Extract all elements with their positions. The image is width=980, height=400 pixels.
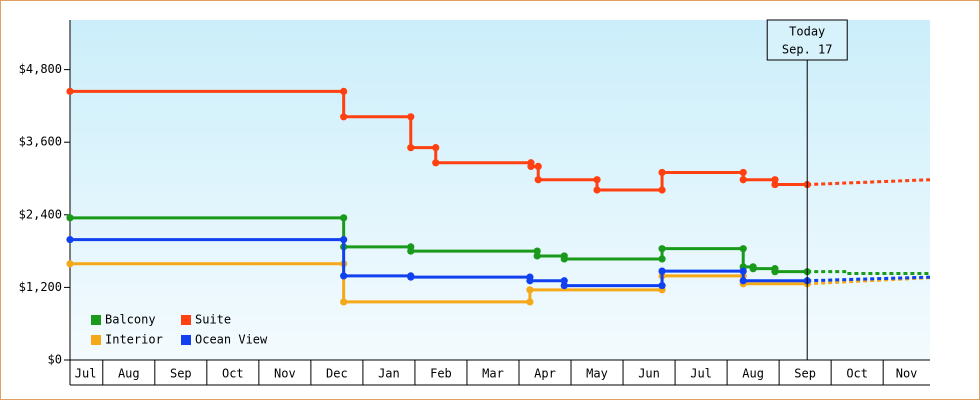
point — [534, 162, 542, 171]
point — [407, 273, 415, 281]
point — [66, 214, 74, 222]
point — [534, 176, 542, 184]
series-line — [70, 216, 808, 274]
x-tick-label: Jan — [378, 367, 400, 381]
today-label: Today — [789, 25, 825, 39]
today-label: Sep. 17 — [782, 43, 833, 57]
legend-label: Ocean View — [195, 333, 268, 347]
point — [771, 268, 779, 276]
point — [66, 260, 74, 268]
point — [340, 298, 348, 306]
point — [407, 144, 415, 152]
point — [658, 186, 666, 194]
point — [593, 176, 601, 184]
x-tick-label: Oct — [846, 367, 868, 381]
point — [526, 277, 534, 285]
today-box — [766, 19, 848, 61]
point — [658, 245, 666, 253]
y-tick-label: $2,400 — [19, 207, 62, 221]
point — [749, 265, 757, 273]
point — [432, 159, 440, 167]
point — [66, 236, 74, 244]
x-tick-label: Dec — [326, 367, 348, 381]
point — [340, 113, 348, 121]
point — [560, 255, 568, 263]
point — [526, 286, 534, 294]
point — [340, 236, 348, 244]
point — [432, 144, 440, 152]
x-tick-label: Apr — [534, 367, 556, 381]
x-tick-label: Nov — [896, 367, 918, 381]
y-tick-label: $3,600 — [19, 135, 62, 149]
x-tick-label: Aug — [742, 367, 764, 381]
legend-swatch — [91, 335, 101, 345]
point — [66, 87, 74, 95]
point — [526, 298, 534, 306]
y-tick-label: $4,800 — [19, 62, 62, 76]
x-tick-label: Oct — [222, 367, 244, 381]
x-tick-label: Nov — [274, 367, 296, 381]
point — [533, 252, 541, 260]
point — [658, 168, 666, 177]
x-tick-label: Jul — [75, 367, 97, 381]
legend-label: Suite — [195, 313, 231, 327]
point — [340, 214, 348, 222]
legend-swatch — [181, 315, 191, 325]
x-tick-label: Sep — [794, 367, 816, 381]
point — [739, 176, 747, 184]
legend-label: Balcony — [105, 313, 156, 327]
point — [407, 113, 415, 121]
x-tick-label: Mar — [482, 367, 504, 381]
point — [658, 255, 666, 263]
point — [560, 281, 568, 290]
point — [739, 168, 747, 177]
point — [739, 267, 747, 275]
point — [407, 247, 415, 255]
point — [739, 245, 747, 253]
x-tick-label: Feb — [430, 367, 452, 381]
point — [739, 277, 747, 285]
legend-swatch — [181, 335, 191, 345]
x-tick-label: May — [586, 367, 608, 381]
x-tick-label: Jun — [638, 367, 660, 381]
x-tick-label: Sep — [170, 367, 192, 381]
point — [340, 272, 348, 280]
series-line — [70, 238, 808, 288]
x-tick-label: Jul — [690, 367, 712, 381]
y-tick-label: $0 — [48, 353, 62, 367]
legend-label: Interior — [105, 333, 163, 347]
point — [658, 281, 666, 290]
point — [771, 180, 779, 189]
plot-area — [70, 20, 930, 360]
point — [527, 162, 535, 171]
point — [340, 87, 348, 95]
point — [658, 267, 666, 275]
y-tick-label: $1,200 — [19, 280, 62, 294]
legend-swatch — [91, 315, 101, 325]
x-tick-label: Aug — [118, 367, 140, 381]
point — [593, 186, 601, 194]
